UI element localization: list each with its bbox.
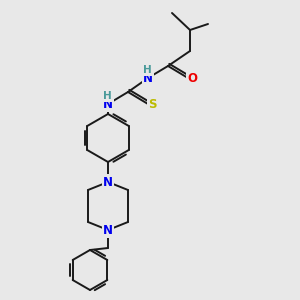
Text: H: H — [142, 65, 152, 75]
Text: N: N — [143, 71, 153, 85]
Text: O: O — [187, 71, 197, 85]
Text: H: H — [103, 91, 111, 101]
Text: N: N — [103, 224, 113, 236]
Text: N: N — [103, 176, 113, 188]
Text: N: N — [103, 98, 113, 110]
Text: S: S — [148, 98, 156, 110]
